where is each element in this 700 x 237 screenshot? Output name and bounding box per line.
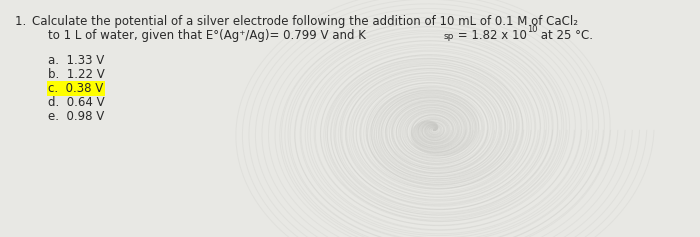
Text: a.  1.33 V: a. 1.33 V — [48, 54, 104, 67]
Text: at 25 °C.: at 25 °C. — [537, 29, 593, 42]
Text: d.  0.64 V: d. 0.64 V — [48, 96, 104, 109]
Text: 1.: 1. — [15, 15, 34, 28]
Text: 10: 10 — [527, 25, 538, 34]
Text: Calculate the potential of a silver electrode following the addition of 10 mL of: Calculate the potential of a silver elec… — [32, 15, 578, 28]
Text: to 1 L of water, given that E°(Ag⁺/Ag)= 0.799 V and K: to 1 L of water, given that E°(Ag⁺/Ag)= … — [48, 29, 366, 42]
Text: c.  0.38 V: c. 0.38 V — [48, 82, 104, 95]
Text: e.  0.98 V: e. 0.98 V — [48, 110, 104, 123]
Text: b.  1.22 V: b. 1.22 V — [48, 68, 105, 81]
Text: sp: sp — [444, 32, 454, 41]
Text: = 1.82 x 10: = 1.82 x 10 — [454, 29, 527, 42]
